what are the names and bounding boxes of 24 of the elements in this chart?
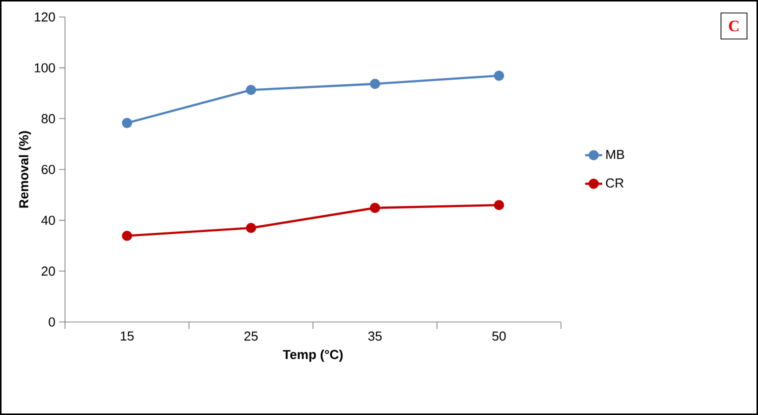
legend-label: MB xyxy=(606,150,624,159)
point xyxy=(370,202,380,213)
y-tick-label: 60 xyxy=(42,164,55,174)
y-tick-label: 40 xyxy=(41,216,55,225)
x-tick-label: 50 xyxy=(492,332,506,341)
y-tick-label: 20 xyxy=(42,266,55,276)
y-tick-label: 80 xyxy=(42,114,55,124)
y-axis-title: Removal (%) xyxy=(18,131,31,208)
point xyxy=(122,118,132,128)
y-tick-label: 0 xyxy=(48,317,55,327)
text: C xyxy=(729,20,739,32)
y-tick-label: 100 xyxy=(34,63,55,72)
x-axis-title: Temp (°C) xyxy=(282,350,343,362)
point xyxy=(370,78,380,89)
point xyxy=(122,230,132,241)
point xyxy=(246,84,256,96)
point xyxy=(246,222,256,234)
x-tick-label: 25 xyxy=(244,332,258,341)
point xyxy=(494,70,504,81)
point xyxy=(494,200,504,210)
x-tick-label: 15 xyxy=(120,332,134,341)
x-tick-label: 35 xyxy=(368,332,382,341)
legend-label: CR xyxy=(606,178,624,188)
y-tick-label: 120 xyxy=(34,12,55,22)
